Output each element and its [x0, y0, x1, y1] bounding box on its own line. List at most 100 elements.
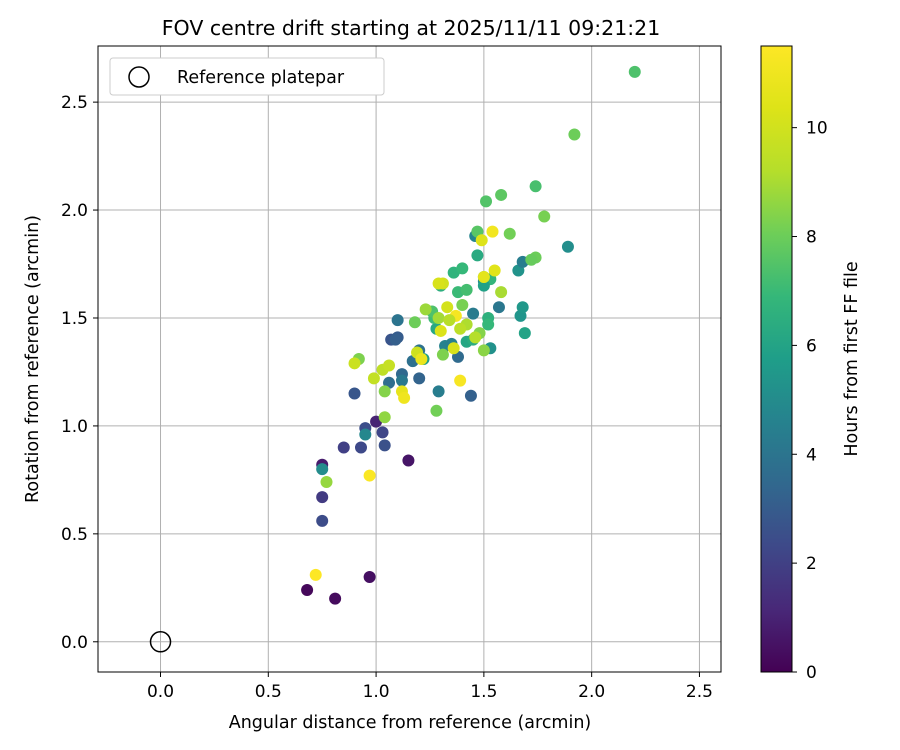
data-point-24	[464, 389, 477, 402]
y-tick-label-4: 2.0	[61, 201, 88, 221]
data-point-4	[402, 454, 415, 467]
colorbar	[760, 45, 793, 673]
x-tick-label-5: 2.5	[686, 682, 713, 702]
data-point-66	[503, 227, 516, 240]
colorbar-ticks: 0 2 4 6 8 10	[792, 119, 828, 683]
x-axis-ticks: 0.0 0.5 1.0 1.5 2.0 2.5	[147, 672, 713, 702]
data-point-61	[628, 65, 641, 78]
data-point-52	[456, 262, 469, 275]
colorbar-tick-label-5: 10	[806, 119, 828, 139]
data-point-50	[477, 279, 490, 292]
data-point-54	[460, 283, 473, 296]
data-point-103	[363, 469, 376, 482]
data-point-47	[471, 249, 484, 262]
data-point-16	[389, 333, 402, 346]
x-tick-label-0: 0.0	[147, 682, 174, 702]
data-point-105	[415, 353, 428, 365]
data-point-101	[454, 374, 467, 387]
data-point-18	[391, 314, 404, 327]
data-point-80	[432, 311, 445, 324]
x-tick-label-3: 1.5	[470, 682, 497, 702]
data-point-97	[447, 342, 460, 355]
data-point-58	[529, 180, 542, 193]
data-point-8	[337, 441, 350, 454]
data-point-2	[363, 571, 376, 584]
data-point-40	[518, 327, 531, 340]
x-tick-label-2: 1.0	[363, 682, 390, 702]
colorbar-tick-label-4: 8	[806, 228, 817, 248]
data-point-104	[309, 568, 322, 581]
data-point-25	[432, 385, 445, 398]
data-point-0	[301, 583, 314, 596]
data-point-31	[467, 307, 480, 320]
y-tick-label-1: 0.5	[61, 525, 88, 545]
data-point-26	[359, 428, 372, 441]
colorbar-tick-label-2: 4	[806, 445, 817, 465]
x-axis-label: Angular distance from reference (arcmin)	[229, 713, 592, 733]
data-point-19	[395, 374, 408, 387]
data-point-102	[486, 225, 499, 238]
data-point-79	[419, 303, 432, 316]
colorbar-tick-label-3: 6	[806, 336, 817, 356]
data-point-95	[488, 264, 501, 277]
data-point-13	[348, 387, 361, 400]
data-point-76	[320, 476, 333, 489]
chart-title: FOV centre drift starting at 2025/11/11 …	[162, 16, 661, 40]
data-point-91	[432, 277, 445, 290]
y-tick-label-5: 2.5	[61, 93, 88, 113]
data-point-93	[434, 324, 447, 337]
data-point-73	[477, 344, 490, 357]
data-point-69	[430, 404, 443, 417]
data-point-87	[348, 357, 361, 370]
plot-frame	[97, 45, 722, 673]
data-point-75	[378, 411, 391, 424]
data-point-55	[482, 318, 495, 331]
data-point-65	[525, 253, 538, 266]
data-point-39	[516, 301, 529, 314]
colorbar-tick-label-0: 0	[806, 663, 817, 683]
data-point-9	[354, 441, 367, 454]
data-point-78	[378, 385, 391, 398]
legend-box	[109, 57, 385, 96]
reference-marker	[149, 631, 172, 653]
data-point-59	[480, 195, 493, 208]
data-point-60	[495, 188, 508, 201]
data-point-88	[383, 359, 396, 372]
data-point-71	[456, 299, 469, 312]
y-tick-label-2: 1.0	[61, 417, 88, 437]
data-point-82	[469, 331, 482, 344]
y-axis-ticks: 0.0 0.5 1.0 1.5 2.0 2.5	[61, 93, 98, 653]
data-point-86	[367, 372, 380, 385]
data-point-106	[443, 314, 456, 327]
data-point-12	[378, 439, 391, 452]
data-point-7	[316, 514, 329, 527]
data-point-27	[316, 463, 329, 476]
colorbar-label: Hours from first FF file	[842, 261, 862, 456]
data-point-34	[492, 301, 505, 314]
data-point-92	[441, 301, 454, 314]
data-point-74	[408, 316, 421, 329]
legend-marker-circle	[128, 66, 150, 88]
data-point-81	[495, 286, 508, 299]
grid-lines	[98, 46, 721, 672]
data-point-96	[477, 270, 490, 283]
data-point-6	[316, 491, 329, 504]
data-point-84	[454, 322, 467, 335]
data-point-41	[561, 240, 574, 253]
data-point-70	[436, 348, 449, 361]
y-tick-label-0: 0.0	[61, 633, 88, 653]
data-points	[301, 65, 641, 605]
x-tick-label-4: 2.0	[578, 682, 605, 702]
y-axis-label: Rotation from reference (arcmin)	[23, 215, 43, 503]
data-point-1	[329, 592, 342, 605]
legend: Reference platepar	[109, 57, 385, 96]
colorbar-tick-label-1: 2	[806, 554, 817, 574]
data-point-94	[475, 234, 488, 247]
x-tick-label-1: 0.5	[255, 682, 282, 702]
reference-platepar-marker	[149, 631, 172, 653]
legend-label: Reference platepar	[177, 68, 345, 88]
data-point-99	[398, 391, 411, 404]
data-point-11	[376, 426, 389, 439]
data-point-68	[568, 128, 581, 141]
